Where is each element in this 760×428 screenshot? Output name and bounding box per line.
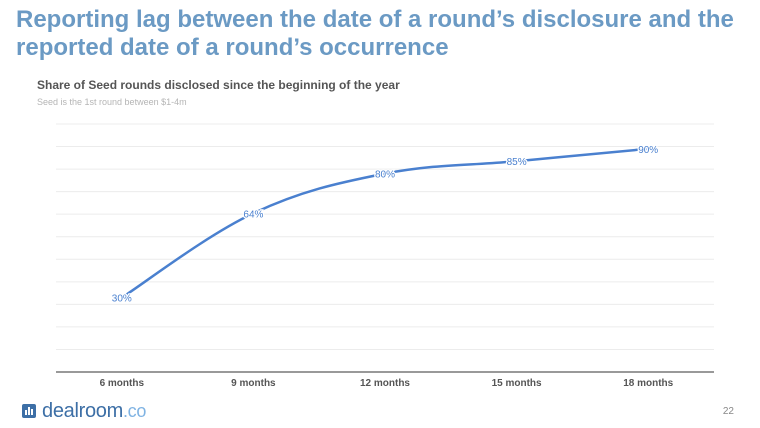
data-label: 30% (112, 294, 132, 305)
series-line (120, 147, 650, 299)
chart-card: Share of Seed rounds disclosed since the… (28, 66, 736, 396)
x-tick-label: 18 months (623, 378, 673, 389)
x-tick-label: 9 months (231, 378, 276, 389)
data-label: 64% (243, 209, 263, 220)
logo-brand-name: dealroom (42, 399, 123, 422)
x-tick-label: 12 months (360, 378, 410, 389)
slide-title: Reporting lag between the date of a roun… (16, 6, 734, 61)
dealroom-logo-icon (22, 404, 36, 418)
gridlines (56, 123, 714, 350)
x-tick-labels: 6 months 9 months 12 months 15 months 18 mon… (100, 378, 674, 389)
data-label: 80% (375, 170, 395, 181)
data-label: 85% (507, 157, 527, 168)
chart-title: Share of Seed rounds disclosed since the… (37, 78, 400, 92)
x-tick-label: 15 months (492, 378, 542, 389)
data-labels: 30% 64% 80% 85% 90% (111, 144, 660, 306)
logo-wordmark: dealroom.co (42, 400, 146, 423)
page-number: 22 (722, 406, 734, 417)
data-label: 90% (638, 145, 658, 156)
chart-subtitle: Seed is the 1st round between $1-4m (37, 97, 187, 107)
line-chart: 6 months 9 months 12 months 15 months 18 mon… (56, 123, 714, 389)
dealroom-logo: dealroom.co (22, 400, 146, 422)
logo-brand-suffix: .co (122, 400, 147, 421)
x-tick-label: 6 months (100, 378, 145, 389)
